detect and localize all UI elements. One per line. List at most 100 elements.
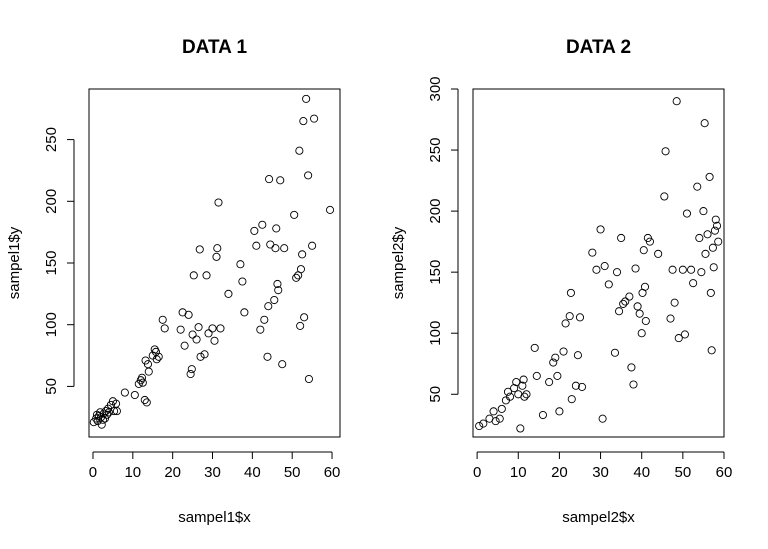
x-tick-label: 40 [244, 464, 261, 481]
data-point [707, 346, 716, 355]
data-point [625, 292, 634, 301]
data-point [278, 360, 287, 369]
data-point [571, 381, 580, 390]
data-point [497, 404, 506, 413]
y-tick-label: 50 [427, 386, 444, 403]
data-point [97, 420, 106, 429]
data-point [224, 289, 233, 298]
data-point [689, 279, 698, 288]
data-point [510, 384, 519, 393]
data-point [612, 268, 622, 277]
y-tick-label: 100 [43, 312, 60, 337]
data-point [520, 392, 529, 401]
y-tick-label: 150 [427, 260, 444, 285]
data-point [699, 207, 708, 216]
data-point [274, 286, 283, 295]
data-point [192, 335, 201, 344]
data-point [194, 323, 203, 332]
data-point [208, 324, 217, 333]
data-point [271, 244, 280, 253]
data-point [295, 146, 304, 155]
data-point [154, 352, 163, 361]
data-point [592, 265, 601, 274]
data-point [137, 373, 147, 382]
y-tick-label: 300 [427, 76, 444, 101]
data-point [273, 279, 282, 289]
data-point [532, 371, 541, 380]
data-point [213, 244, 222, 253]
data-point [302, 94, 311, 103]
data-2-panel: DATA 2 sampel2$x sampel2$y 0 10 20 30 40 50 60… [390, 37, 732, 526]
data-point [637, 329, 646, 338]
data-point [184, 310, 193, 319]
data-point [621, 297, 630, 306]
data-point [130, 390, 139, 400]
y-tick-label: 100 [427, 321, 444, 346]
data-point [325, 205, 335, 214]
data-point [152, 355, 161, 364]
data-point [706, 288, 715, 297]
data-point [708, 243, 717, 252]
data-point [645, 237, 654, 246]
data-point [210, 336, 219, 345]
data-point [110, 407, 119, 416]
data-point [270, 295, 279, 305]
chart-title: DATA 2 [566, 37, 631, 58]
data-point [256, 325, 265, 334]
data-point [700, 119, 709, 128]
data-point [559, 347, 568, 356]
data-point [668, 265, 677, 274]
data-point [188, 330, 197, 339]
x-tick-label: 40 [633, 464, 650, 481]
data-point [588, 248, 597, 257]
data-point [641, 316, 650, 326]
data-point [280, 244, 289, 253]
y-tick-label: 150 [43, 250, 60, 275]
data-point [697, 268, 706, 277]
x-tick-label: 10 [510, 464, 527, 481]
y-axis-label: sampel2$y [390, 226, 407, 299]
data-point [120, 388, 129, 397]
data-point [491, 417, 500, 426]
data-point [516, 424, 525, 433]
data-point [712, 221, 722, 230]
y-tick-label: 250 [427, 138, 444, 163]
data-point [290, 210, 299, 219]
data-point [214, 198, 223, 207]
data-point [252, 241, 261, 250]
y-axis-label: sampel1$y [6, 226, 23, 299]
data-point [144, 367, 153, 376]
x-tick-label: 20 [164, 464, 181, 481]
data-point [189, 271, 198, 280]
data-point [670, 298, 679, 307]
x-axis-label: sampel1$x [178, 509, 251, 526]
data-point [112, 407, 121, 416]
x-tick-label: 50 [675, 464, 692, 481]
data-point [711, 215, 720, 224]
data-point [176, 325, 185, 334]
x-axis-label: sampel2$x [562, 509, 635, 526]
data-point [701, 249, 710, 258]
data-point [505, 392, 515, 401]
data-point [495, 414, 504, 423]
y-tick-label: 200 [427, 199, 444, 224]
x-tick-label: 60 [324, 464, 341, 481]
data-point [98, 415, 107, 424]
data-point [555, 407, 564, 416]
data-point [549, 358, 558, 367]
data-point [617, 233, 626, 243]
data-point [566, 288, 575, 297]
data-point [186, 370, 195, 379]
data-point [519, 375, 528, 384]
data-point [304, 374, 313, 384]
data-point [272, 224, 281, 233]
data-point [633, 302, 642, 311]
data-point [187, 365, 196, 374]
data-point [695, 233, 704, 243]
data-point [142, 398, 151, 407]
data-point [680, 330, 689, 339]
data-point [522, 390, 531, 399]
data-point [202, 271, 211, 280]
data-point [553, 371, 562, 380]
data-point [678, 265, 687, 274]
